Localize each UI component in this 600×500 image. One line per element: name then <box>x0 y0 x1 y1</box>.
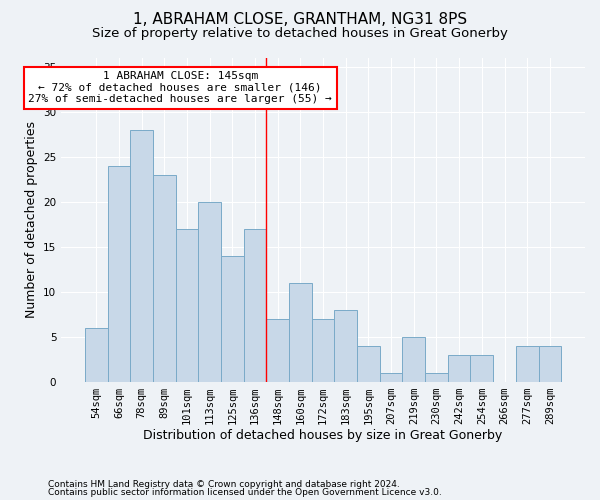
Bar <box>244 228 266 382</box>
Bar <box>153 174 176 382</box>
Bar <box>516 346 539 382</box>
Text: 1 ABRAHAM CLOSE: 145sqm
← 72% of detached houses are smaller (146)
27% of semi-d: 1 ABRAHAM CLOSE: 145sqm ← 72% of detache… <box>28 71 332 104</box>
Text: Contains HM Land Registry data © Crown copyright and database right 2024.: Contains HM Land Registry data © Crown c… <box>48 480 400 489</box>
Bar <box>470 354 493 382</box>
Bar <box>425 372 448 382</box>
Bar <box>334 310 357 382</box>
Y-axis label: Number of detached properties: Number of detached properties <box>25 121 38 318</box>
Bar <box>107 166 130 382</box>
Bar <box>380 372 403 382</box>
Bar <box>221 256 244 382</box>
Bar <box>539 346 561 382</box>
Bar <box>403 336 425 382</box>
Bar <box>176 228 199 382</box>
Text: Contains public sector information licensed under the Open Government Licence v3: Contains public sector information licen… <box>48 488 442 497</box>
Bar <box>199 202 221 382</box>
Bar <box>266 318 289 382</box>
X-axis label: Distribution of detached houses by size in Great Gonerby: Distribution of detached houses by size … <box>143 430 503 442</box>
Bar <box>130 130 153 382</box>
Bar <box>448 354 470 382</box>
Bar <box>357 346 380 382</box>
Bar <box>85 328 107 382</box>
Text: Size of property relative to detached houses in Great Gonerby: Size of property relative to detached ho… <box>92 28 508 40</box>
Text: 1, ABRAHAM CLOSE, GRANTHAM, NG31 8PS: 1, ABRAHAM CLOSE, GRANTHAM, NG31 8PS <box>133 12 467 28</box>
Bar <box>312 318 334 382</box>
Bar <box>289 282 312 382</box>
